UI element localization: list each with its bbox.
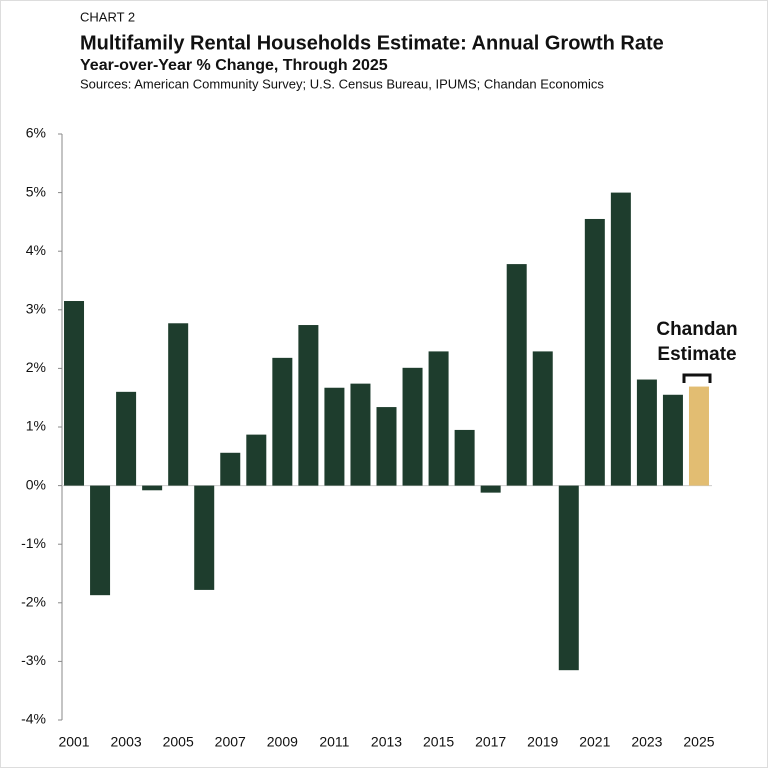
bar: [662, 394, 683, 486]
x-tick-label: 2001: [58, 734, 89, 750]
annotation: Chandan: [656, 319, 737, 340]
bar: [454, 429, 475, 486]
y-tick-label: 1%: [26, 418, 46, 434]
x-tick-label: 2011: [319, 734, 349, 750]
bar: [636, 379, 657, 486]
y-tick-label: 2%: [26, 359, 46, 375]
bar: [402, 367, 423, 486]
estimate-bracket: [682, 373, 712, 383]
bar: [558, 485, 579, 671]
x-tick-label: 2023: [631, 734, 662, 750]
y-tick-label: 0%: [26, 476, 46, 492]
chart-label: CHART 2: [80, 9, 135, 24]
bar: [610, 192, 631, 486]
x-tick-label: 2013: [371, 734, 402, 750]
x-tick-label: 2019: [527, 734, 558, 750]
chart-title: Multifamily Rental Households Estimate: …: [80, 32, 664, 54]
y-tick-label: 5%: [26, 183, 46, 199]
y-tick-label: -3%: [21, 652, 46, 668]
y-tick-label: -1%: [21, 535, 46, 551]
chart-subtitle: Year-over-Year % Change, Through 2025: [80, 57, 388, 74]
y-tick-label: -4%: [21, 711, 46, 727]
annotation: Estimate: [657, 344, 736, 365]
bar: [116, 391, 137, 486]
bar: [272, 357, 293, 486]
x-tick-label: 2009: [267, 734, 298, 750]
x-tick-label: 2021: [579, 734, 610, 750]
x-tick-label: 2015: [423, 734, 454, 750]
x-tick-label: 2003: [111, 734, 142, 750]
bar: [584, 218, 605, 486]
bar: [532, 351, 553, 486]
y-tick-label: 3%: [26, 301, 46, 317]
bar: [480, 485, 501, 493]
bar: [324, 387, 345, 486]
bar: [428, 351, 449, 486]
bar: [350, 383, 371, 486]
bar: [90, 485, 111, 596]
bar: [246, 434, 267, 486]
x-tick-label: 2017: [475, 734, 506, 750]
bar: [64, 301, 85, 486]
y-tick-label: 4%: [26, 242, 46, 258]
bar: [506, 264, 527, 486]
bar: [298, 325, 319, 486]
bar: [168, 323, 189, 486]
bar: [142, 485, 163, 491]
bar: [194, 485, 215, 590]
chart-source: Sources: American Community Survey; U.S.…: [80, 76, 604, 91]
bar: [688, 386, 709, 486]
x-tick-label: 2007: [215, 734, 246, 750]
y-tick-label: -2%: [21, 594, 46, 610]
bar: [376, 407, 397, 486]
x-tick-label: 2005: [163, 734, 194, 750]
bar: [220, 452, 241, 486]
y-tick-label: 6%: [26, 125, 46, 141]
x-tick-label: 2025: [683, 734, 714, 750]
